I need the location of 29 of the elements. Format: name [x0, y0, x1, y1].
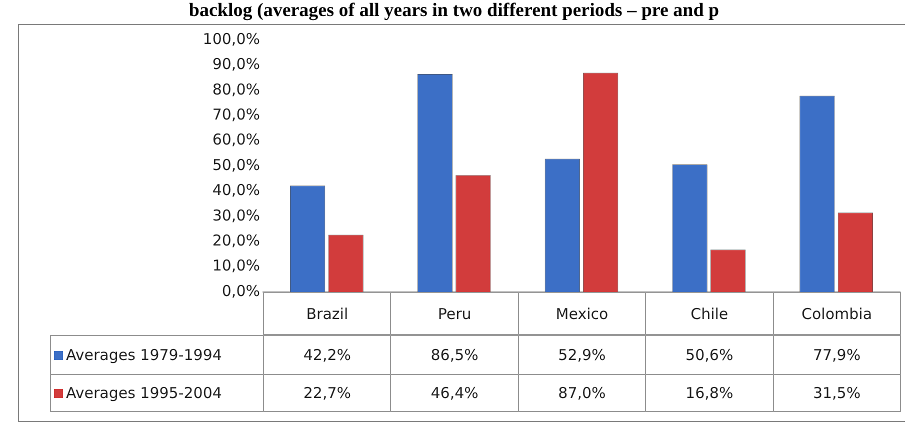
data-label: 16,8% [645, 374, 774, 412]
data-label: 22,7% [263, 374, 392, 412]
x-tick-label: Mexico [518, 292, 646, 335]
x-tick-label: Colombia [772, 292, 901, 335]
y-tick-label: 40,0% [212, 181, 260, 200]
y-tick-label: 0,0% [222, 282, 260, 300]
x-tick-label: Peru [390, 292, 519, 335]
x-tick-label: Brazil [263, 292, 392, 335]
y-tick-label: 10,0% [212, 256, 260, 275]
data-label: 50,6% [645, 335, 774, 375]
data-label: 46,4% [390, 374, 519, 412]
legend-label: Averages 1995-2004 [66, 384, 222, 402]
y-tick-label: 60,0% [212, 130, 260, 149]
y-tick-label: 80,0% [212, 80, 260, 98]
data-label: 86,5% [390, 335, 519, 375]
chart-title: backlog (averages of all years in two different periods – pre and p [188, 0, 720, 22]
data-label: 77,9% [772, 335, 901, 375]
y-tick-label: 100,0% [202, 30, 260, 48]
data-label: 52,9% [518, 335, 646, 375]
y-tick-label: 20,0% [212, 231, 260, 250]
y-tick-label: 90,0% [212, 55, 260, 74]
y-tick-label: 70,0% [212, 105, 260, 124]
data-label: 42,2% [263, 335, 392, 375]
legend-label: Averages 1979-1994 [66, 346, 222, 364]
y-tick-label: 50,0% [212, 156, 260, 174]
data-label: 87,0% [518, 374, 646, 412]
y-tick-label: 30,0% [212, 206, 260, 224]
x-tick-label: Chile [645, 292, 774, 335]
data-label: 31,5% [772, 374, 901, 412]
